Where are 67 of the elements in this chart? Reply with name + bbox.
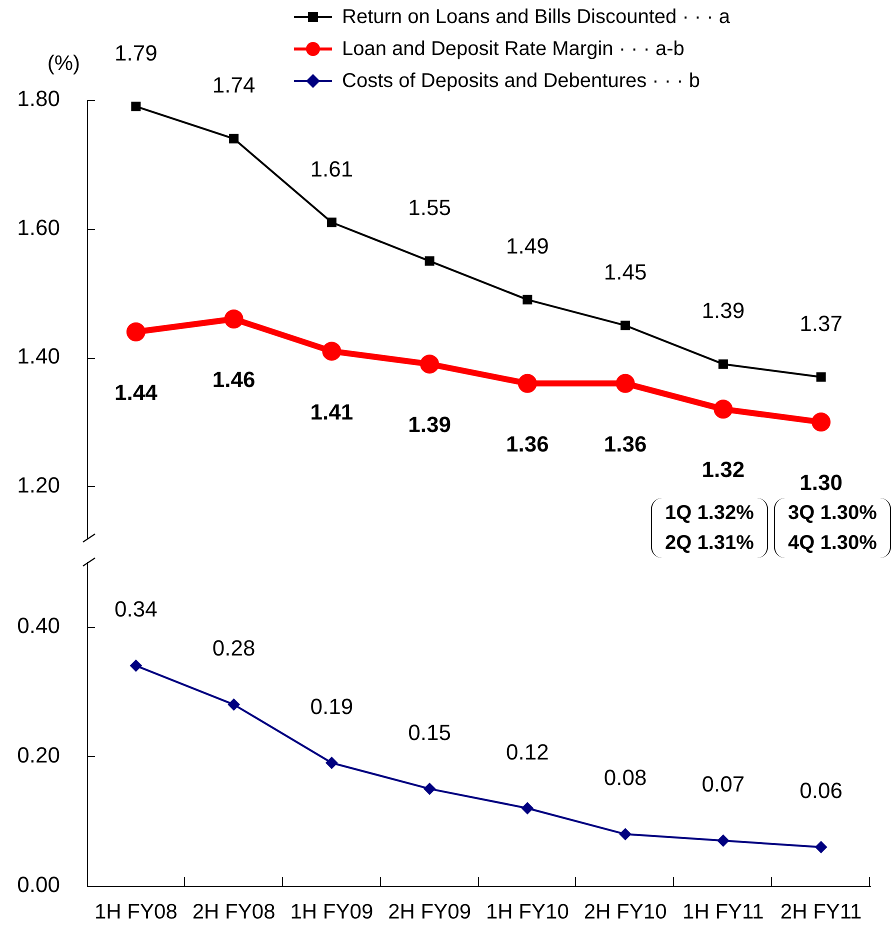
point [424, 782, 436, 795]
x-tick-label: 2H FY11 [780, 900, 862, 924]
data-label: 0.06 [800, 778, 842, 804]
y-tick-label: 1.20 [17, 472, 60, 498]
data-label: 1.41 [310, 399, 354, 424]
point [717, 834, 730, 847]
y-tick-label: 1.60 [17, 214, 60, 240]
point [229, 134, 239, 144]
data-label: 1.45 [604, 260, 647, 285]
x-tick-label: 1H FY08 [94, 900, 178, 924]
legend-label: Costs of Deposits and Debentures · · · b [342, 69, 700, 94]
point [326, 756, 338, 769]
point [616, 374, 635, 393]
data-label: 1.55 [408, 195, 451, 220]
data-label: 1.36 [506, 431, 549, 456]
y-axis-title: (%) [47, 52, 80, 76]
point [518, 374, 537, 393]
data-label: 1.39 [702, 298, 745, 324]
data-label: 1.74 [212, 72, 256, 98]
point [620, 320, 630, 330]
point [714, 400, 733, 419]
x-tick-label: 2H FY10 [584, 900, 667, 924]
data-label: 1.44 [114, 380, 158, 405]
data-label: 0.19 [310, 694, 354, 719]
data-label: 0.12 [506, 739, 549, 764]
point [424, 256, 434, 266]
point [718, 359, 728, 369]
y-tick-label: 1.40 [17, 344, 60, 369]
legend-label: Loan and Deposit Rate Margin · · · a-b [342, 37, 684, 62]
data-label: 1.30 [800, 470, 842, 496]
point [812, 412, 831, 432]
data-label: 1.37 [800, 311, 842, 336]
x-tick-label: 1H FY10 [486, 900, 569, 924]
legend-label: Return on Loans and Bills Discounted · · · a [342, 5, 730, 30]
point [322, 342, 342, 361]
x-tick-label: 2H FY08 [192, 900, 276, 924]
point [816, 372, 826, 382]
point [815, 841, 828, 854]
point [126, 322, 146, 342]
point [224, 310, 244, 328]
point [131, 102, 141, 112]
point [326, 218, 336, 228]
data-label: 0.34 [114, 596, 158, 622]
data-label: 1.32 [702, 457, 745, 482]
y-tick-label: 0.20 [17, 742, 60, 768]
point [228, 698, 240, 711]
data-label: 1.61 [310, 156, 354, 182]
data-label: 0.07 [702, 772, 745, 797]
data-label: 0.28 [212, 636, 256, 661]
y-tick-label: 0.00 [17, 872, 60, 898]
data-label: 0.08 [604, 765, 647, 790]
x-tick-label: 1H FY11 [682, 900, 764, 924]
point [130, 660, 142, 672]
x-tick-label: 2H FY09 [388, 900, 471, 924]
x-tick-label: 1H FY09 [290, 900, 374, 924]
point [420, 354, 440, 374]
data-label: 1.49 [506, 234, 549, 259]
data-label: 1.79 [114, 40, 158, 66]
y-tick-label: 1.80 [17, 86, 60, 112]
data-label: 1.46 [212, 367, 256, 392]
point [521, 802, 534, 814]
y-tick-label: 0.40 [17, 612, 60, 638]
point [619, 828, 632, 840]
point [522, 294, 532, 304]
data-label: 1.36 [604, 431, 647, 456]
data-label: 1.39 [408, 412, 451, 438]
data-label: 0.15 [408, 720, 451, 745]
